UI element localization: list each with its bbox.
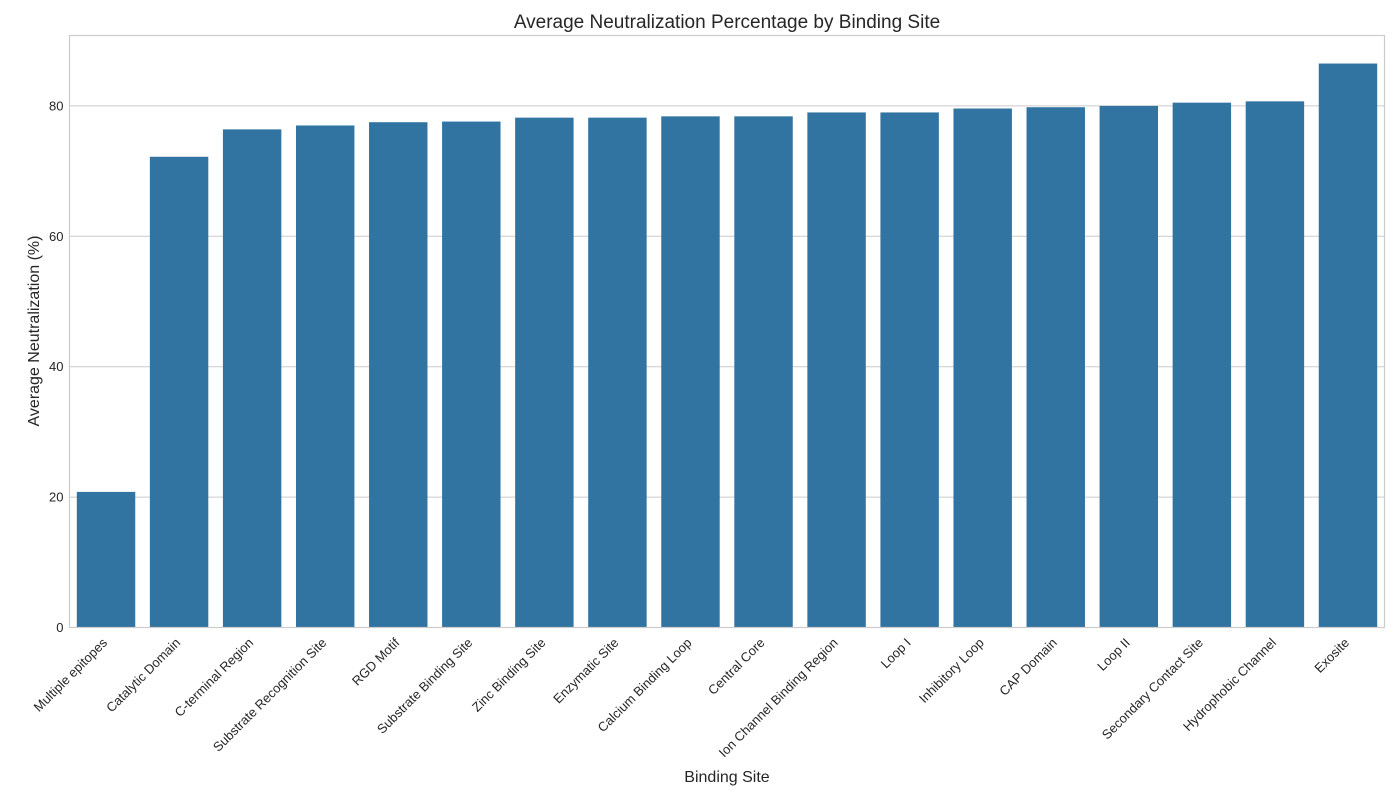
x-axis-label: Binding Site [684, 769, 769, 786]
x-tick-label: Exosite [1311, 635, 1352, 676]
bar [442, 121, 501, 628]
x-tick-label: Catalytic Domain [103, 635, 183, 715]
x-tick-label: Zinc Binding Site [469, 635, 549, 715]
x-tick-label: Inhibitory Loop [916, 635, 987, 706]
bar [149, 156, 209, 628]
y-tick-label: 80 [49, 98, 63, 113]
x-tick-label: Central Core [705, 635, 768, 698]
bar [1318, 63, 1378, 628]
x-tick-label: CAP Domain [996, 635, 1060, 699]
bar [222, 129, 282, 628]
y-tick-label: 60 [49, 229, 63, 244]
bar [76, 491, 136, 628]
x-tick-label: C-terminal Region [172, 635, 257, 720]
x-tick-label: Multiple epitopes [31, 635, 111, 715]
y-axis-label: Average Neutralization (%) [26, 236, 43, 427]
chart-title: Average Neutralization Percentage by Bin… [514, 12, 940, 33]
bar [1026, 107, 1085, 628]
bar [880, 112, 939, 628]
bar [369, 122, 428, 628]
bars [76, 63, 1378, 628]
bar [953, 108, 1012, 628]
bar [807, 112, 866, 628]
bar [1099, 105, 1159, 628]
x-tick-label: Ion Channel Binding Region [716, 635, 841, 760]
bar [1245, 101, 1305, 628]
bar [295, 125, 355, 628]
y-tick-labels: 0 20 40 60 80 [49, 98, 63, 635]
bar [1172, 102, 1232, 628]
x-tick-label: RGD Motif [349, 635, 403, 689]
bar [515, 117, 574, 628]
y-tick-label: 20 [49, 490, 63, 505]
bar [661, 116, 720, 628]
bar [588, 117, 647, 628]
plot-frame [68, 34, 1386, 629]
y-tick-label: 40 [49, 359, 63, 374]
x-tick-label: Loop II [1094, 635, 1133, 674]
x-tick-label: Enzymatic Site [550, 635, 621, 706]
y-tick-label: 0 [56, 620, 63, 635]
grid-lines [69, 105, 1385, 498]
bar [734, 116, 793, 628]
x-tick-label: Loop I [878, 635, 914, 671]
